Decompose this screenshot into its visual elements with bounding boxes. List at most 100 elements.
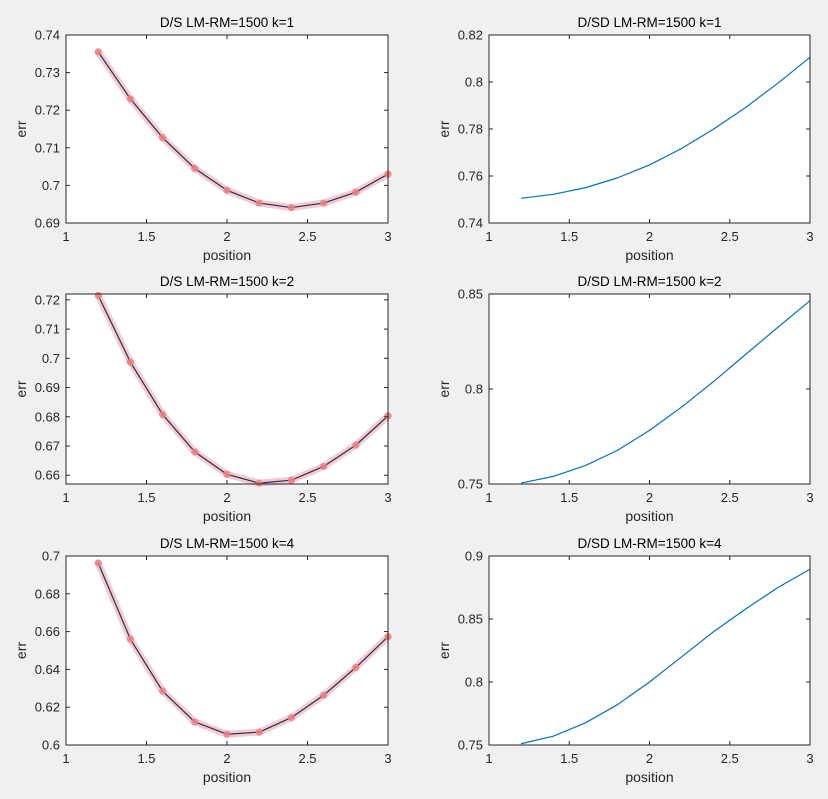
x-tick-label: 3 — [806, 229, 813, 244]
y-tick-label: 0.9 — [465, 549, 483, 564]
y-tick-label: 0.8 — [465, 75, 483, 90]
y-tick-label: 0.66 — [35, 468, 60, 483]
y-tick-label: 0.62 — [35, 700, 60, 715]
chart-3: 1 1.5 2 2.5 3 0.66 0.67 0.68 0.69 0.7 0.71 0.72 D/S … — [13, 274, 392, 524]
x-tick-label: 2.5 — [298, 751, 316, 766]
series-line — [97, 51, 389, 209]
y-tick-label: 0.82 — [458, 28, 483, 43]
chart-title: D/SD LM-RM=1500 k=2 — [577, 274, 721, 289]
x-tick-label: 2 — [223, 490, 230, 505]
plot-area — [489, 294, 810, 484]
y-tick-label: 0.66 — [35, 624, 60, 639]
x-tick-label: 1 — [485, 229, 492, 244]
data-point — [191, 448, 199, 456]
chart-title: D/SD LM-RM=1500 k=1 — [577, 15, 721, 30]
data-point — [320, 691, 328, 699]
y-tick-label: 0.7 — [42, 549, 60, 564]
data-point — [287, 713, 295, 722]
x-tick-label: 1 — [62, 229, 69, 244]
x-tick-label: 2.5 — [721, 229, 739, 244]
chart-6: 1 1.5 2 2.5 3 0.75 0.8 0.85 0.9 D/SD LM-RM=1500 k… — [436, 536, 814, 785]
chart-5: 1 1.5 2 2.5 3 0.6 0.62 0.64 0.66 0.68 0.7 D/S LM-RM… — [13, 536, 392, 785]
data-point — [126, 95, 134, 103]
x-tick-label: 1.5 — [137, 751, 155, 766]
data-point — [126, 635, 134, 643]
y-axis-label: err — [436, 120, 452, 137]
series-line — [97, 562, 389, 735]
y-tick-label: 0.85 — [458, 287, 483, 302]
x-axis-label: position — [203, 247, 251, 263]
data-point — [159, 687, 167, 695]
x-axis-label: position — [625, 769, 673, 785]
plot-area — [489, 35, 810, 223]
y-tick-label: 0.73 — [35, 65, 60, 80]
data-point — [287, 476, 295, 484]
x-tick-label: 1.5 — [560, 490, 578, 505]
data-point — [94, 559, 102, 567]
chart-1: 1 1.5 2 2.5 3 0.69 0.7 0.71 0.72 0.73 0.74 D/S LM-R… — [13, 15, 392, 263]
y-axis-label: err — [13, 380, 29, 397]
plot-area — [489, 556, 810, 745]
y-tick-label: 0.8 — [465, 382, 483, 397]
series-line — [520, 300, 811, 484]
data-point — [223, 470, 231, 478]
data-point — [352, 441, 360, 449]
y-tick-label: 0.7 — [42, 351, 60, 366]
x-tick-label: 2 — [646, 229, 653, 244]
y-tick-label: 0.69 — [35, 380, 60, 395]
data-point — [94, 48, 102, 56]
x-tick-label: 1.5 — [137, 490, 155, 505]
data-point — [126, 358, 134, 366]
x-tick-label: 2.5 — [298, 229, 316, 244]
x-tick-label: 2.5 — [298, 490, 316, 505]
y-tick-label: 0.78 — [458, 122, 483, 137]
x-tick-label: 3 — [806, 751, 813, 766]
series-line — [97, 295, 389, 484]
chart-title: D/S LM-RM=1500 k=4 — [160, 536, 295, 551]
chart-title: D/S LM-RM=1500 k=2 — [160, 274, 294, 289]
data-point — [320, 199, 328, 207]
x-tick-label: 2 — [646, 751, 653, 766]
x-tick-label: 1 — [485, 490, 492, 505]
y-axis-label: err — [436, 642, 452, 659]
y-axis-label: err — [13, 642, 29, 659]
x-tick-label: 1.5 — [560, 229, 578, 244]
data-point — [352, 663, 360, 672]
data-point — [223, 730, 231, 738]
series-line — [521, 56, 811, 199]
chart-4: 1 1.5 2 2.5 3 0.75 0.8 0.85 D/SD LM-RM=1500 k=2 p… — [436, 274, 814, 524]
x-axis-label: position — [625, 247, 673, 263]
chart-2: 1 1.5 2 2.5 3 0.74 0.76 0.78 0.8 0.82 D/SD LM-RM=1… — [436, 15, 814, 263]
y-tick-label: 0.72 — [35, 292, 60, 307]
x-tick-label: 2.5 — [721, 751, 739, 766]
y-tick-label: 0.6 — [42, 738, 60, 753]
series-line — [520, 568, 811, 745]
data-point — [255, 479, 263, 487]
x-tick-label: 1.5 — [560, 751, 578, 766]
data-point — [255, 199, 263, 207]
data-point — [191, 164, 199, 173]
y-tick-label: 0.69 — [35, 216, 60, 231]
data-point — [159, 410, 167, 419]
y-axis-label: err — [13, 120, 29, 137]
y-tick-label: 0.71 — [35, 140, 60, 155]
plot-area — [66, 556, 388, 745]
x-tick-label: 1 — [62, 751, 69, 766]
y-tick-label: 0.68 — [35, 586, 60, 601]
plot-area — [66, 294, 388, 484]
x-tick-label: 2 — [646, 490, 653, 505]
data-point — [159, 134, 167, 142]
chart-title: D/SD LM-RM=1500 k=4 — [577, 536, 722, 551]
y-tick-label: 0.64 — [35, 662, 60, 677]
x-tick-label: 3 — [384, 490, 391, 505]
y-tick-label: 0.71 — [35, 322, 60, 337]
data-point — [352, 188, 360, 196]
y-tick-label: 0.72 — [35, 103, 60, 118]
y-tick-label: 0.8 — [465, 675, 483, 690]
x-axis-label: position — [625, 508, 673, 524]
data-point — [191, 718, 199, 726]
y-tick-label: 0.74 — [35, 28, 60, 43]
x-tick-label: 1 — [485, 751, 492, 766]
chart-title: D/S LM-RM=1500 k=1 — [160, 15, 294, 30]
x-axis-label: position — [203, 508, 251, 524]
